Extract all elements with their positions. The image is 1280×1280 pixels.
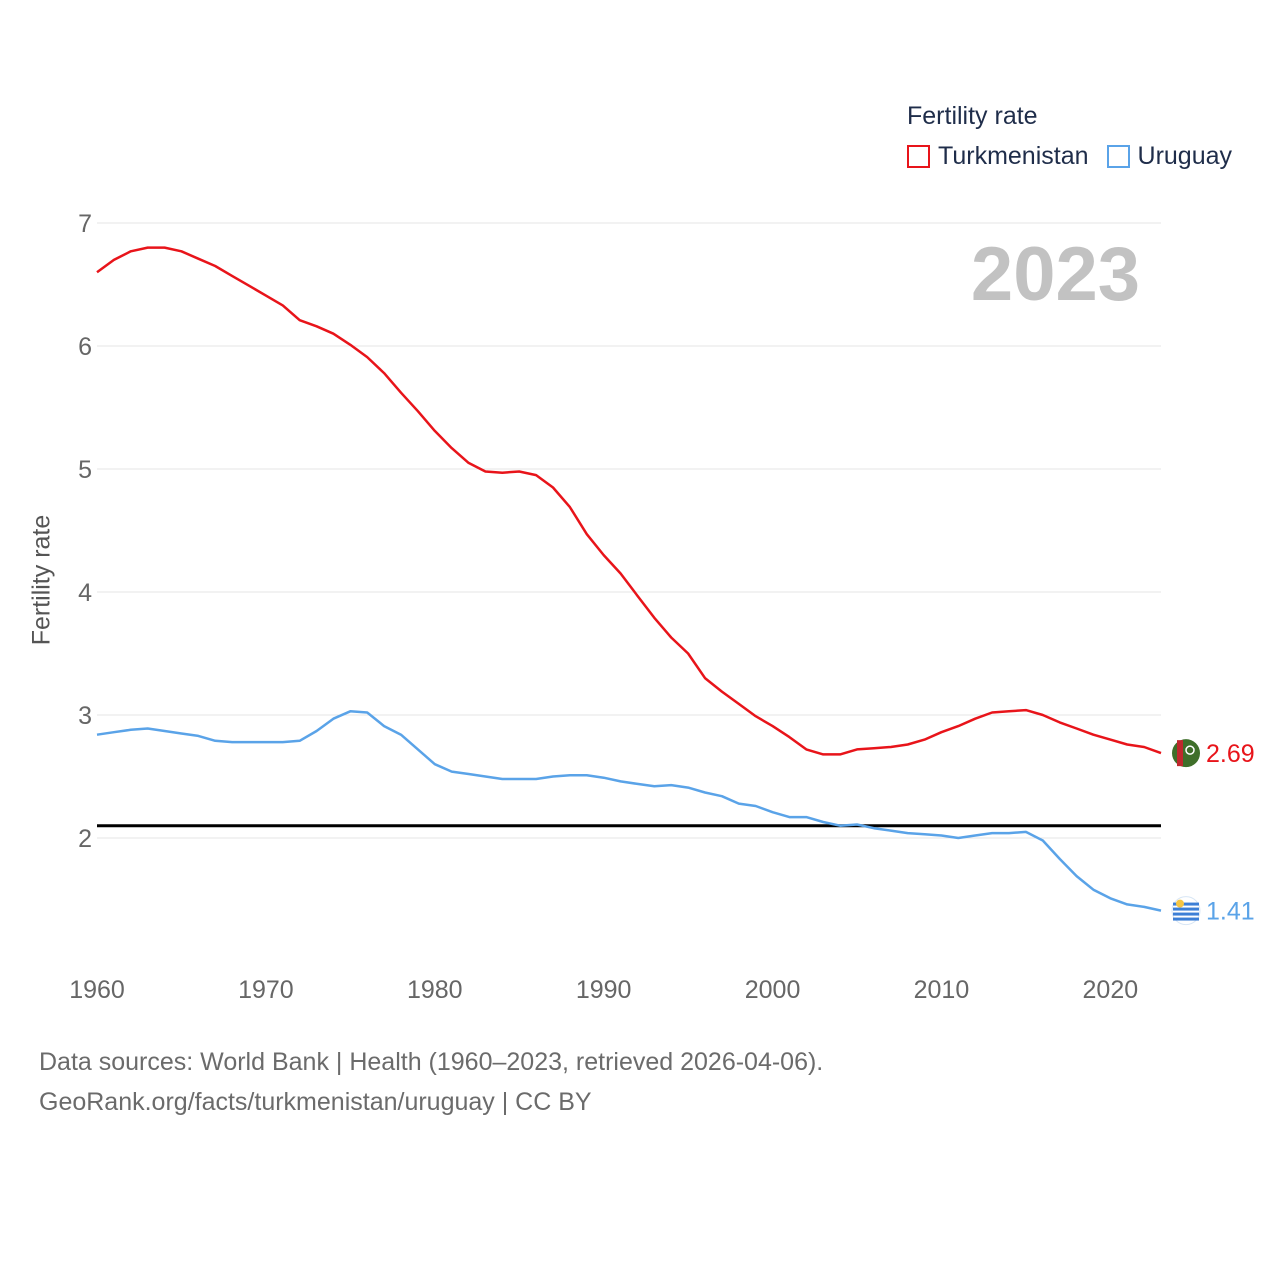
flag-turkmenistan-crescent bbox=[1185, 745, 1195, 755]
flag-uruguay-stripe bbox=[1173, 912, 1199, 916]
flag-turkmenistan-stripe bbox=[1177, 740, 1183, 767]
x-tick-label: 1970 bbox=[238, 976, 294, 1004]
legend-swatch-uruguay bbox=[1106, 145, 1130, 168]
legend-label-turkmenistan: Turkmenistan bbox=[938, 142, 1089, 170]
y-tick-label: 6 bbox=[78, 333, 92, 361]
x-tick-label: 2000 bbox=[745, 976, 801, 1004]
legend-item-turkmenistan[interactable]: Turkmenistan bbox=[907, 142, 1089, 171]
y-tick-label: 3 bbox=[78, 702, 92, 730]
series-line-uruguay bbox=[96, 710, 1162, 912]
flag-turkmenistan-icon bbox=[1172, 739, 1200, 768]
x-tick-label: 2020 bbox=[1083, 976, 1139, 1004]
x-tick-label: 1980 bbox=[407, 976, 463, 1004]
flag-uruguay-stripe bbox=[1173, 902, 1199, 906]
data-source-note: Data sources: World Bank | Health (1960–… bbox=[39, 1048, 824, 1076]
legend-swatch-turkmenistan bbox=[907, 145, 930, 168]
flag-uruguay-sun bbox=[1176, 899, 1184, 908]
end-value-label-turkmenistan: 2.69 bbox=[1206, 740, 1255, 768]
y-tick-label: 2 bbox=[78, 825, 92, 853]
flag-uruguay-stripe bbox=[1173, 907, 1199, 911]
series-line-turkmenistan bbox=[96, 246, 1162, 756]
end-value-label-uruguay: 1.41 bbox=[1206, 898, 1255, 926]
y-tick-label: 5 bbox=[78, 456, 92, 484]
x-tick-label: 2010 bbox=[914, 976, 970, 1004]
y-tick-label: 4 bbox=[78, 579, 92, 607]
x-tick-label: 1990 bbox=[576, 976, 632, 1004]
year-watermark: 2023 bbox=[971, 232, 1140, 317]
legend-title: Fertility rate bbox=[907, 102, 1038, 130]
legend-label-uruguay: Uruguay bbox=[1137, 142, 1233, 170]
source-link[interactable]: GeoRank.org/facts/turkmenistan/uruguay |… bbox=[39, 1088, 592, 1116]
legend-item-uruguay[interactable]: Uruguay bbox=[1106, 142, 1233, 171]
flag-uruguay-stripe bbox=[1173, 917, 1199, 921]
legend: Fertility rate Turkmenistan Uruguay bbox=[907, 100, 1250, 171]
y-tick-label: 7 bbox=[78, 210, 92, 238]
y-axis-label: Fertility rate bbox=[27, 514, 56, 646]
x-tick-label: 1960 bbox=[69, 976, 125, 1004]
footer: Data sources: World Bank | Health (1960–… bbox=[39, 1042, 823, 1122]
